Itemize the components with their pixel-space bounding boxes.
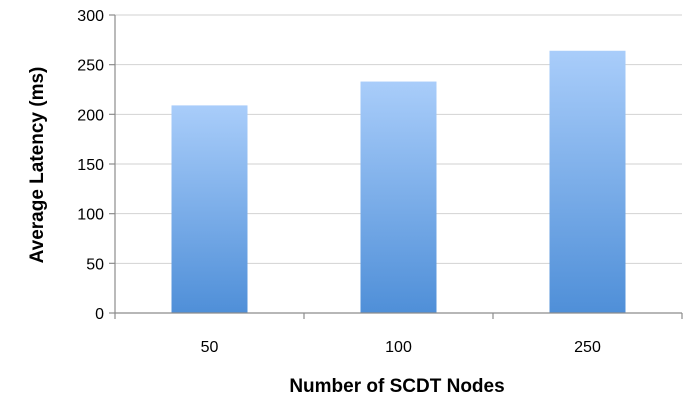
y-tick-label: 150 (77, 157, 104, 174)
axes (109, 14, 683, 319)
x-tick-label: 250 (574, 339, 601, 356)
y-axis-title: Average Latency (ms) (27, 67, 48, 264)
y-tick-label: 0 (95, 306, 104, 323)
x-axis-title: Number of SCDT Nodes (289, 376, 504, 397)
x-tick-label: 50 (201, 339, 219, 356)
y-tick-label: 100 (77, 207, 104, 224)
bar-50 (171, 105, 248, 313)
tick-labels: 0 50 100 150 200 250 300 50 100 250 (77, 8, 601, 356)
y-tick-label: 250 (77, 58, 104, 75)
y-tick-label: 300 (77, 8, 104, 25)
bars (171, 50, 626, 313)
bar-250 (549, 50, 626, 313)
x-tick-label: 100 (385, 339, 412, 356)
bar-100 (360, 81, 437, 313)
y-tick-label: 200 (77, 107, 104, 124)
y-tick-label: 50 (86, 256, 104, 273)
